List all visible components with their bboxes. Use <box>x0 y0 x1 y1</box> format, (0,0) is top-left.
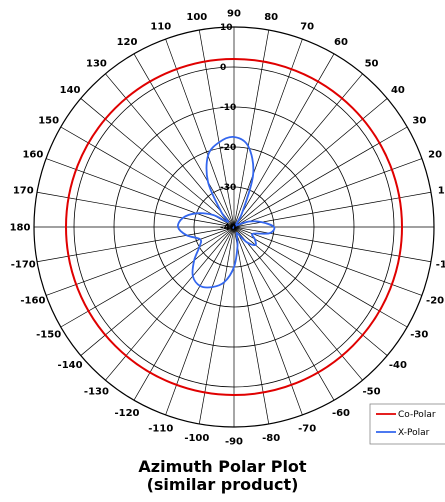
angle-tick-label: 10 <box>438 185 445 196</box>
angle-tick-label: -170 <box>11 260 36 271</box>
grid-spoke <box>165 38 235 228</box>
grid-spoke <box>233 38 303 228</box>
grid-spoke <box>233 226 363 381</box>
chart-caption-title: Azimuth Polar Plot <box>138 457 307 476</box>
angle-tick-label: 80 <box>264 12 278 23</box>
angle-tick-label: 60 <box>334 37 348 48</box>
grid-spoke <box>198 29 235 228</box>
angle-tick-label: 160 <box>22 149 43 160</box>
grid-spoke <box>36 191 235 228</box>
grid-spoke <box>233 73 363 228</box>
angle-tick-label: 30 <box>412 116 426 127</box>
angle-tick-labels: 0 10 20 30 40 50 60 70 80 90 100 110 120 130 140 150 160… <box>10 9 445 448</box>
angle-tick-label: 130 <box>86 59 107 70</box>
grid-spoke <box>133 226 235 401</box>
angle-tick-label: -30 <box>410 330 428 341</box>
angle-tick-label: 20 <box>428 149 442 160</box>
angle-tick-label: -60 <box>332 408 350 419</box>
grid-spoke <box>233 191 432 228</box>
grid-spoke <box>105 226 235 381</box>
chart-legend: Co-Polar X-Polar <box>369 403 445 445</box>
grid-spoke <box>45 158 235 228</box>
legend-label-x-polar: X-Polar <box>398 428 430 438</box>
series-layer <box>65 58 403 396</box>
angle-tick-label: -10 <box>436 260 445 271</box>
angle-tick-label: -130 <box>84 386 109 397</box>
grid-spoke <box>233 226 270 425</box>
grid-spoke <box>80 98 235 228</box>
angle-tick-label: 120 <box>117 37 138 48</box>
angle-tick-label: -50 <box>363 386 381 397</box>
grid-spoke <box>80 226 235 356</box>
grid-spoke <box>165 226 235 416</box>
grid-spoke <box>233 226 408 328</box>
angle-tick-label: -120 <box>114 408 139 419</box>
grid-spoke <box>233 126 408 228</box>
radial-tick-label: 10 <box>220 23 233 33</box>
legend-box <box>369 403 445 445</box>
grid-spoke <box>233 158 423 228</box>
angle-tick-label: -70 <box>298 424 316 435</box>
angle-tick-label: -100 <box>184 433 209 444</box>
radial-tick-label: -20 <box>220 143 236 153</box>
radial-tick-label: -10 <box>220 103 236 113</box>
angle-tick-label: 140 <box>60 85 81 96</box>
grid-spoke <box>60 226 235 328</box>
radial-tick-label: -40 <box>220 223 236 233</box>
angle-tick-label: -160 <box>20 296 45 307</box>
angle-tick-label: 70 <box>300 21 314 32</box>
angle-tick-label: -150 <box>36 330 61 341</box>
grid-spoke <box>233 226 303 416</box>
angle-tick-label: 110 <box>150 21 171 32</box>
azimuth-polar-chart: 100-10-20-30-40 010203040506070809010011… <box>10 9 445 448</box>
angle-tick-label: -20 <box>426 296 444 307</box>
angle-tick-label: 170 <box>13 185 34 196</box>
angle-tick-label: -80 <box>262 433 280 444</box>
angle-tick-label: 90 <box>227 9 241 20</box>
legend-label-co-polar: Co-Polar <box>398 410 436 420</box>
angle-tick-label: 180 <box>10 223 31 234</box>
angle-tick-label: -90 <box>225 437 243 448</box>
series-co-polar <box>65 58 403 396</box>
grid-spoke <box>105 73 235 228</box>
series-x-polar <box>176 136 276 289</box>
grid-spoke <box>233 98 388 228</box>
angle-tick-label: 150 <box>38 116 59 127</box>
angle-tick-label: -40 <box>389 360 407 371</box>
grid-spoke <box>233 53 335 228</box>
grid-spoke <box>198 226 235 425</box>
grid-spoke <box>36 226 235 263</box>
grid-spoke <box>233 29 270 228</box>
grid-spoke <box>233 226 388 356</box>
grid-spoke <box>45 226 235 296</box>
radial-tick-labels: 10 0 -10 -20 -30 -40 <box>220 23 236 233</box>
angle-tick-label: -110 <box>148 424 173 435</box>
radial-tick-label: 0 <box>220 63 226 73</box>
grid-spoke <box>233 226 423 296</box>
grid-spoke <box>233 226 335 401</box>
chart-caption-subtitle: (similar product) <box>146 475 299 494</box>
polar-grid-spokes <box>34 27 434 427</box>
grid-spoke <box>133 53 235 228</box>
angle-tick-label: 50 <box>365 59 379 70</box>
grid-spoke <box>60 126 235 228</box>
angle-tick-label: 40 <box>391 85 405 96</box>
radial-tick-label: -30 <box>220 183 236 193</box>
angle-tick-label: -140 <box>58 360 83 371</box>
angle-tick-label: 100 <box>186 12 207 23</box>
